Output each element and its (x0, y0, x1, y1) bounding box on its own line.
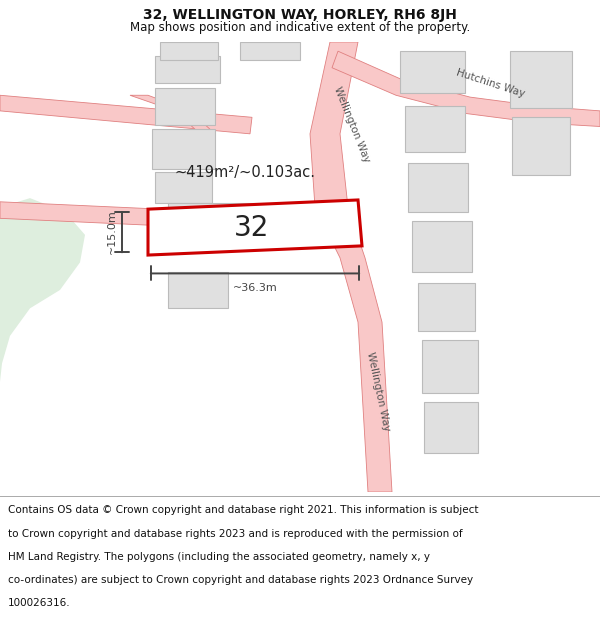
Polygon shape (332, 51, 600, 126)
Text: Contains OS data © Crown copyright and database right 2021. This information is : Contains OS data © Crown copyright and d… (8, 505, 478, 515)
Polygon shape (0, 95, 252, 134)
Polygon shape (310, 42, 392, 492)
Text: co-ordinates) are subject to Crown copyright and database rights 2023 Ordnance S: co-ordinates) are subject to Crown copyr… (8, 575, 473, 585)
Text: ~36.3m: ~36.3m (233, 282, 277, 292)
Polygon shape (152, 129, 215, 169)
Text: Wellington Way: Wellington Way (365, 351, 391, 431)
Polygon shape (168, 272, 228, 308)
Text: ~15.0m: ~15.0m (107, 210, 117, 254)
Polygon shape (0, 198, 85, 382)
Text: Hutchins Way: Hutchins Way (455, 68, 526, 99)
Text: HM Land Registry. The polygons (including the associated geometry, namely x, y: HM Land Registry. The polygons (includin… (8, 552, 430, 562)
Text: 100026316.: 100026316. (8, 598, 70, 608)
Polygon shape (130, 95, 215, 134)
Polygon shape (405, 106, 465, 152)
Polygon shape (240, 42, 300, 61)
Polygon shape (512, 118, 570, 175)
Polygon shape (155, 173, 212, 203)
Polygon shape (424, 402, 478, 453)
Polygon shape (510, 51, 572, 108)
Polygon shape (168, 202, 280, 248)
Polygon shape (155, 56, 220, 83)
Polygon shape (412, 221, 472, 272)
Polygon shape (148, 200, 362, 255)
Polygon shape (0, 202, 201, 228)
Text: 32, WELLINGTON WAY, HORLEY, RH6 8JH: 32, WELLINGTON WAY, HORLEY, RH6 8JH (143, 8, 457, 22)
Text: ~419m²/~0.103ac.: ~419m²/~0.103ac. (175, 165, 316, 180)
Text: Wellington Way: Wellington Way (332, 86, 372, 164)
Polygon shape (160, 42, 218, 61)
Text: 32: 32 (235, 214, 269, 241)
Polygon shape (422, 341, 478, 393)
Polygon shape (155, 88, 215, 124)
Polygon shape (400, 51, 465, 92)
Text: to Crown copyright and database rights 2023 and is reproduced with the permissio: to Crown copyright and database rights 2… (8, 529, 463, 539)
Polygon shape (418, 282, 475, 331)
Polygon shape (408, 163, 468, 212)
Text: Map shows position and indicative extent of the property.: Map shows position and indicative extent… (130, 21, 470, 34)
